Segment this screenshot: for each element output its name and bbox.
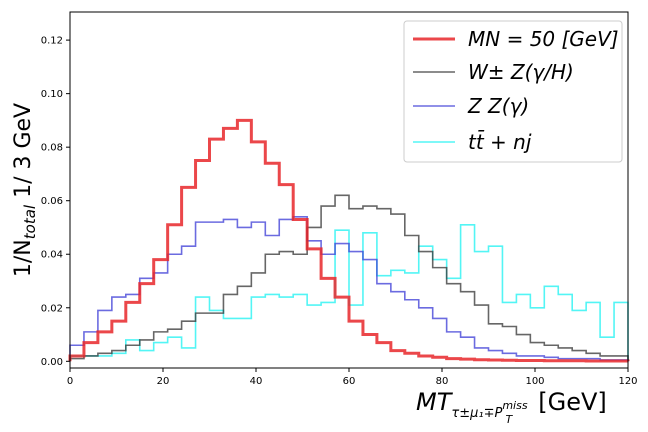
series-line-0	[68, 118, 630, 363]
x-tick-label: 100	[525, 376, 544, 387]
x-axis-title-unit: [GeV]	[538, 388, 607, 416]
y-axis-title-prefix: 1/N	[11, 239, 36, 277]
x-axis: 0 20 40 60 80 100 120	[67, 368, 638, 387]
y-axis: 0.00 0.02 0.04 0.06 0.08 0.10 0.12	[41, 36, 70, 368]
x-tick-label: 40	[250, 376, 263, 387]
x-tick-label: 20	[157, 376, 170, 387]
legend-label-2: Z Z(γ)	[467, 94, 529, 118]
legend: MN = 50 [GeV] W± Z(γ/H) Z Z(γ) tt̄ + nj	[403, 20, 623, 163]
x-axis-title-sub: τ±μ₁∓P	[451, 406, 502, 421]
x-axis-title-sub2: miss	[502, 399, 528, 412]
y-tick-label: 0.00	[41, 357, 63, 368]
y-tick-label: 0.06	[41, 196, 63, 207]
y-tick-label: 0.02	[41, 303, 63, 314]
legend-frame	[403, 20, 623, 163]
y-axis-title: 1/Ntotal 1/ 3 GeV	[11, 103, 39, 277]
svg-text:1/Ntotal 1/ 3 GeV: 1/Ntotal 1/ 3 GeV	[11, 103, 39, 277]
series-line-1	[69, 194, 629, 362]
x-axis-title-sub3: T	[506, 413, 514, 426]
x-tick-label: 120	[618, 376, 637, 387]
legend-label-0: MN = 50 [GeV]	[468, 27, 619, 51]
y-tick-label: 0.10	[41, 89, 63, 100]
y-axis-title-suffix: 1/ 3 GeV	[11, 103, 36, 205]
x-axis-title-main: MT	[416, 388, 454, 416]
legend-label-1: W± Z(γ/H)	[468, 60, 574, 84]
x-tick-label: 60	[343, 376, 356, 387]
legend-label-3: tt̄ + nj	[468, 129, 532, 154]
y-tick-label: 0.04	[41, 250, 63, 261]
y-tick-label: 0.12	[41, 36, 63, 47]
x-tick-label: 0	[67, 376, 73, 387]
x-tick-label: 80	[436, 376, 449, 387]
x-axis-title: MTτ±μ₁∓Pmiss T [GeV]	[416, 388, 607, 426]
y-axis-title-sub: total	[21, 204, 39, 239]
series-layer	[68, 118, 630, 363]
y-tick-label: 0.08	[41, 143, 63, 154]
series-line-3	[69, 223, 629, 362]
